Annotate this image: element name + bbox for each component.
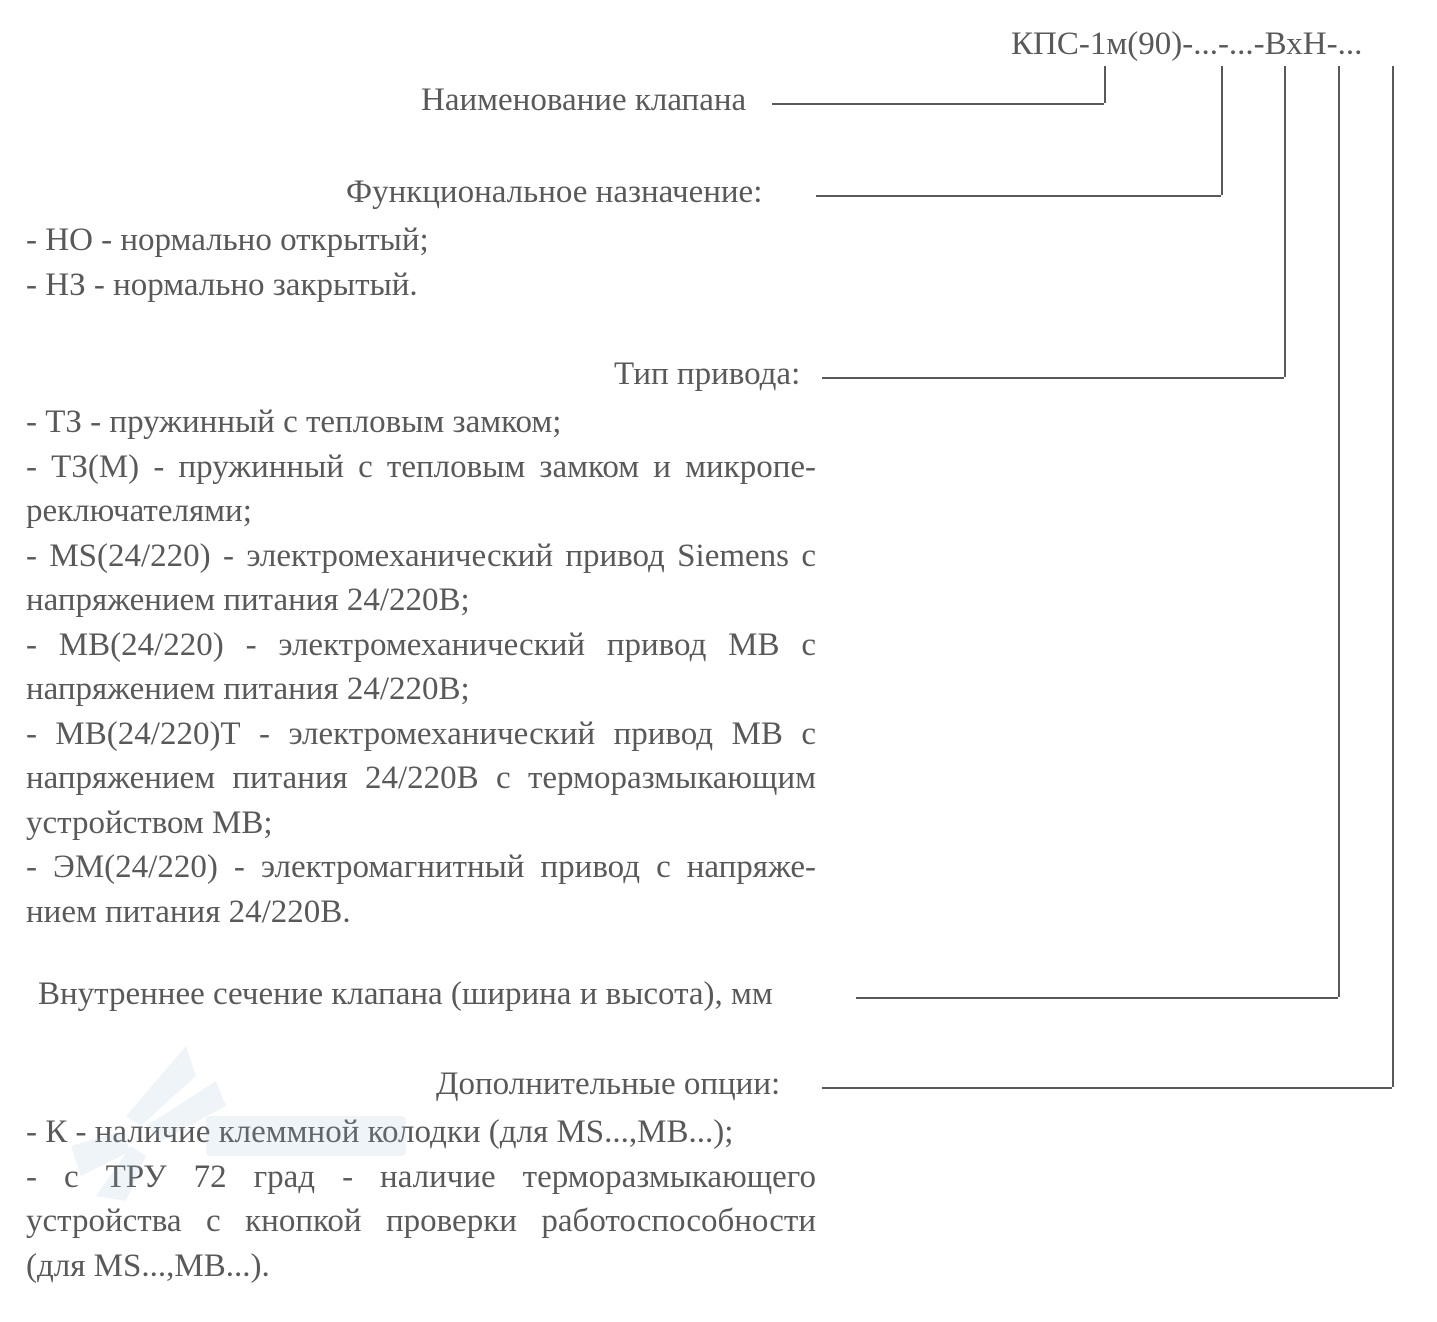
section-content-function: - НО - нормально открытый; - НЗ - нормал… [26, 218, 816, 307]
list-item: - ЭМ(24/220) - электромагнитный привод с… [26, 845, 816, 934]
connector-h-drive [822, 377, 1284, 379]
diagram-canvas: КПС-1м(90)-...-...-ВхН-... Наименование … [26, 26, 1411, 1296]
list-item: - с ТРУ 72 град - наличие терморазмыкающ… [26, 1155, 816, 1289]
connector-h-options [822, 1087, 1392, 1089]
connector-h-name [772, 103, 1104, 105]
connector-v-function [1221, 66, 1223, 195]
section-title-drive: Тип привода: [614, 356, 800, 393]
connector-v-section [1338, 66, 1340, 997]
list-item: - MS(24/220) - электромеханический приво… [26, 534, 816, 623]
list-item: - MB(24/220)Т - электромеханический прив… [26, 712, 816, 846]
section-title-function: Функциональное назначение: [346, 174, 762, 211]
connector-h-section [856, 997, 1338, 999]
connector-v-name [1104, 66, 1106, 103]
section-title-section: Внутреннее сечение клапана (ширина и выс… [38, 976, 773, 1013]
product-code: КПС-1м(90)-...-...-ВхН-... [1011, 26, 1362, 63]
list-item: - НО - нормально открытый; [26, 218, 816, 263]
connector-h-function [816, 195, 1221, 197]
connector-v-options [1392, 66, 1394, 1087]
list-item: - НЗ - нормально закрытый. [26, 263, 816, 308]
list-item: - К - наличие клеммной колодки (для MS..… [26, 1110, 816, 1155]
section-title-name: Наименование клапана [421, 82, 746, 119]
list-item: - ТЗ - пружинный с тепловым замком; [26, 400, 816, 445]
list-item: - ТЗ(М) - пружинный с тепловым замком и … [26, 445, 816, 534]
connector-v-drive [1284, 66, 1286, 377]
section-content-options: - К - наличие клеммной колодки (для MS..… [26, 1110, 816, 1288]
list-item: - MB(24/220) - электромеханический приво… [26, 623, 816, 712]
section-title-options: Дополнительные опции: [436, 1066, 780, 1103]
section-content-drive: - ТЗ - пружинный с тепловым замком; - ТЗ… [26, 400, 816, 935]
